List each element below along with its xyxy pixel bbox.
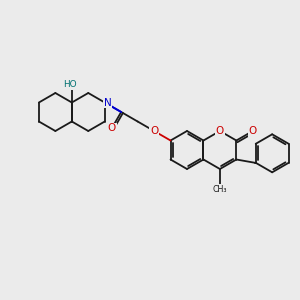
Text: O: O bbox=[216, 126, 224, 136]
Text: HO: HO bbox=[63, 80, 76, 89]
Text: O: O bbox=[249, 126, 257, 136]
Text: CH₃: CH₃ bbox=[213, 184, 227, 194]
Text: O: O bbox=[108, 124, 116, 134]
Text: O: O bbox=[150, 126, 158, 136]
Text: N: N bbox=[104, 98, 112, 107]
